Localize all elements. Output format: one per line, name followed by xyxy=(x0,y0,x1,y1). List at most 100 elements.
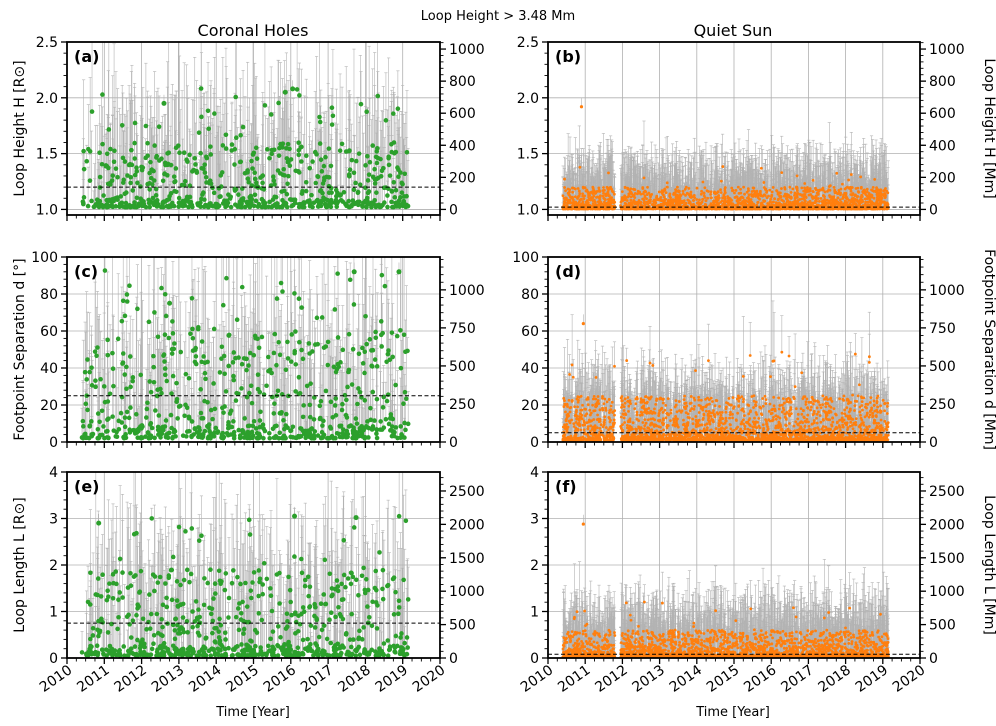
data-point xyxy=(120,155,126,161)
data-point xyxy=(286,173,291,179)
data-point xyxy=(252,170,258,176)
data-point xyxy=(389,204,395,210)
data-point xyxy=(299,144,304,150)
data-point xyxy=(337,193,343,198)
data-point xyxy=(317,141,323,146)
data-point xyxy=(365,195,370,201)
data-point xyxy=(344,203,349,209)
figure-suptitle: Loop Height > 3.48 Mm xyxy=(421,9,575,24)
data-point xyxy=(132,200,137,205)
data-point xyxy=(279,204,285,210)
data-point xyxy=(138,184,143,189)
data-point xyxy=(328,163,334,169)
data-point xyxy=(395,106,401,111)
data-point xyxy=(326,190,332,196)
data-point xyxy=(252,176,258,182)
data-point xyxy=(205,108,211,114)
data-point xyxy=(97,150,102,156)
data-point xyxy=(143,155,148,161)
data-point xyxy=(393,149,399,155)
data-point xyxy=(389,142,394,147)
data-point xyxy=(132,120,138,126)
data-point xyxy=(240,124,246,130)
data-point xyxy=(100,141,105,147)
data-point xyxy=(236,192,241,197)
data-point xyxy=(233,186,239,192)
data-point xyxy=(370,174,376,180)
data-point xyxy=(289,203,295,209)
data-point xyxy=(181,150,187,156)
data-point xyxy=(218,194,223,199)
data-point xyxy=(372,181,378,186)
data-point xyxy=(404,150,410,155)
data-point xyxy=(350,198,356,203)
data-point xyxy=(210,185,215,191)
data-point xyxy=(89,198,94,204)
data-point xyxy=(247,194,253,200)
data-point xyxy=(375,146,380,151)
data-point xyxy=(386,155,391,161)
data-point xyxy=(152,143,157,148)
data-point xyxy=(132,140,137,146)
data-point xyxy=(321,163,327,169)
data-point xyxy=(299,159,304,164)
data-point xyxy=(294,87,300,92)
data-point xyxy=(233,135,239,141)
data-point xyxy=(301,200,307,205)
data-point xyxy=(211,190,217,196)
data-point xyxy=(191,167,197,173)
data-point xyxy=(148,199,154,205)
y2-tick-label: 200 xyxy=(449,170,476,186)
data-point xyxy=(115,195,120,200)
data-point xyxy=(398,202,404,207)
data-point xyxy=(85,203,91,209)
data-point xyxy=(404,193,409,199)
data-point xyxy=(367,159,373,165)
data-point xyxy=(307,165,313,171)
data-point xyxy=(171,174,177,179)
data-point xyxy=(363,185,368,190)
data-point xyxy=(122,159,128,164)
data-point xyxy=(293,168,299,174)
data-point xyxy=(199,166,205,171)
data-point xyxy=(389,189,395,194)
outlier-point xyxy=(161,100,167,106)
data-point xyxy=(318,157,324,163)
data-point xyxy=(387,173,393,178)
data-point xyxy=(173,189,179,195)
data-point xyxy=(260,180,265,186)
data-point xyxy=(87,178,93,183)
data-point xyxy=(389,149,395,155)
data-point xyxy=(81,148,86,154)
data-point xyxy=(326,183,332,189)
data-point xyxy=(260,173,265,179)
data-point xyxy=(185,159,190,164)
data-point xyxy=(358,101,364,107)
y2-tick-label: 800 xyxy=(449,74,476,90)
data-point xyxy=(322,175,327,180)
data-point xyxy=(151,168,156,174)
data-point xyxy=(145,181,150,187)
data-point xyxy=(346,172,352,177)
data-point xyxy=(113,204,119,209)
data-point xyxy=(363,163,368,168)
data-point xyxy=(346,148,352,154)
data-point xyxy=(206,126,212,132)
data-point xyxy=(224,198,230,204)
data-point xyxy=(201,190,206,195)
data-point xyxy=(273,194,279,200)
data-point xyxy=(153,186,159,192)
data-point xyxy=(328,204,334,210)
data-point xyxy=(134,165,139,170)
data-point xyxy=(365,190,371,196)
data-point xyxy=(383,118,389,123)
y-axis-label-a: Loop Height H [R⊙] xyxy=(12,60,28,196)
data-point xyxy=(372,197,377,203)
data-point xyxy=(300,204,305,210)
data-point xyxy=(341,189,347,195)
data-point xyxy=(154,198,160,203)
data-point xyxy=(151,178,157,183)
data-point xyxy=(190,204,195,210)
data-point xyxy=(111,159,117,165)
data-point xyxy=(304,153,309,159)
